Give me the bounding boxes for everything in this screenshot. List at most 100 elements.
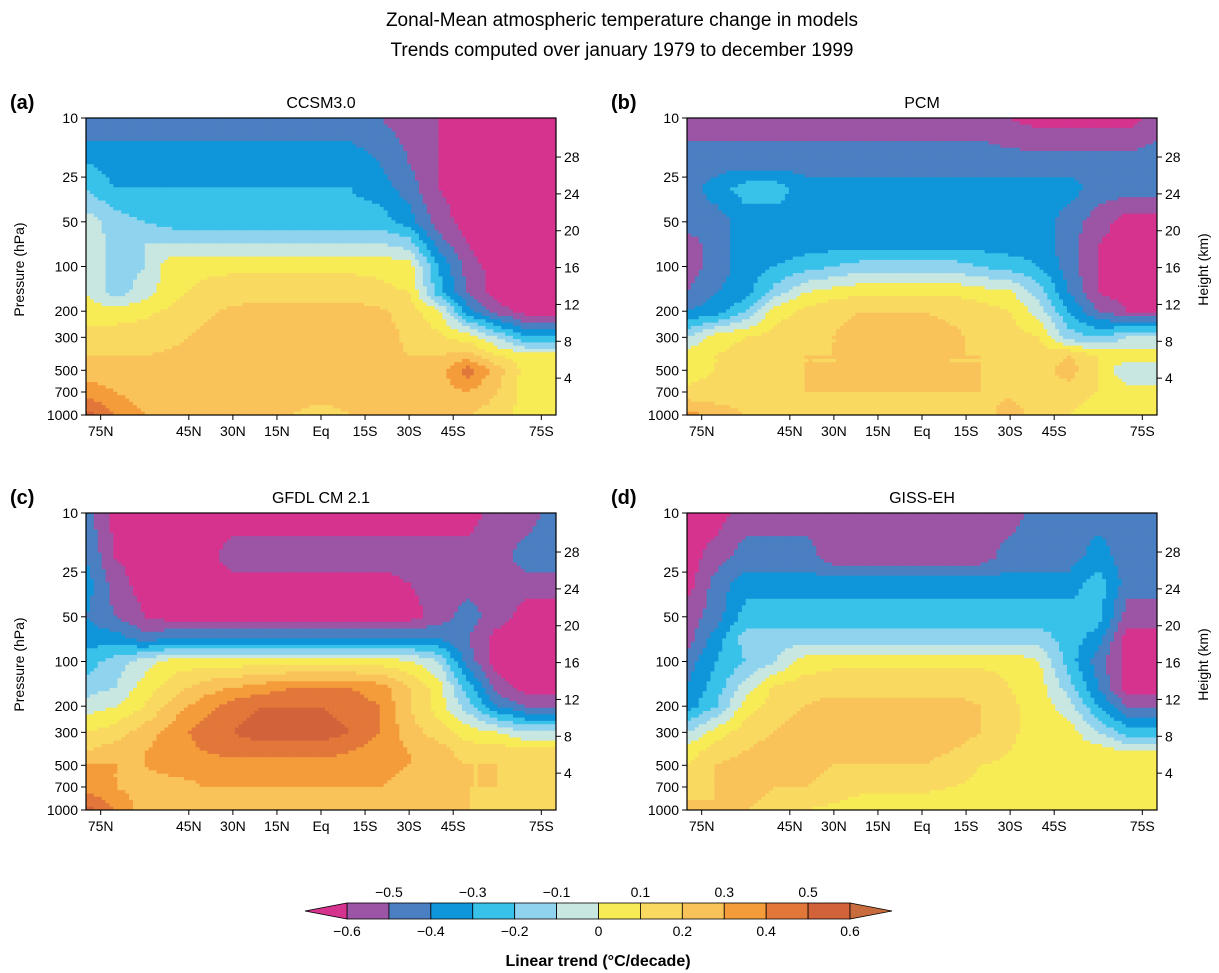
contour-cell	[493, 154, 498, 159]
contour-cell	[368, 230, 373, 235]
contour-cell	[383, 177, 389, 182]
contour-cell	[364, 203, 369, 208]
contour-cell	[199, 210, 205, 215]
contour-cell	[242, 141, 248, 145]
contour-cell	[176, 127, 181, 132]
contour-cell	[489, 193, 494, 198]
contour-cell	[371, 154, 377, 159]
contour-cell	[317, 118, 322, 122]
contour-cell	[293, 121, 299, 126]
contour-cell	[328, 226, 334, 231]
contour-cell	[552, 243, 556, 248]
contour-cell	[246, 157, 252, 162]
contour-cell	[422, 121, 428, 126]
contour-cell	[274, 121, 279, 126]
contour-cell	[262, 190, 267, 195]
contour-cell	[454, 190, 459, 195]
contour-cell	[195, 137, 201, 142]
contour-cell	[509, 177, 514, 182]
contour-cell	[152, 131, 158, 136]
contour-cell	[516, 246, 522, 251]
contour-cell	[336, 217, 342, 221]
contour-cell	[442, 151, 447, 155]
contour-cell	[399, 184, 404, 188]
contour-cell	[360, 154, 365, 159]
contour-cell	[509, 127, 514, 132]
contour-cell	[340, 246, 346, 251]
contour-cell	[430, 141, 436, 145]
contour-cell	[113, 121, 118, 126]
contour-cell	[105, 213, 111, 218]
contour-cell	[215, 160, 220, 165]
contour-cell	[548, 170, 553, 175]
contour-cell	[254, 141, 259, 145]
contour-cell	[383, 187, 389, 192]
contour-cell	[348, 190, 353, 195]
contour-cell	[281, 200, 287, 205]
contour-cell	[156, 121, 162, 126]
contour-cell	[313, 197, 318, 202]
contour-cell	[520, 167, 526, 172]
contour-cell	[215, 223, 220, 228]
contour-cell	[117, 164, 122, 169]
contour-cell	[446, 200, 451, 205]
contour-cell	[238, 134, 244, 139]
contour-cell	[446, 220, 451, 225]
contour-cell	[344, 200, 350, 205]
contour-cell	[465, 250, 471, 254]
contour-cell	[371, 157, 377, 162]
contour-cell	[219, 187, 224, 192]
contour-cell	[403, 177, 408, 182]
contour-cell	[520, 233, 526, 238]
contour-cell	[117, 127, 122, 132]
contour-cell	[305, 124, 310, 129]
contour-cell	[391, 164, 397, 169]
contour-cell	[191, 164, 197, 169]
contour-cell	[383, 154, 389, 159]
contour-cell	[399, 236, 404, 241]
contour-cell	[364, 193, 369, 198]
contour-cell	[505, 134, 510, 139]
contour-cell	[109, 127, 115, 132]
contour-cell	[289, 157, 295, 162]
contour-cell	[234, 250, 240, 254]
contour-cell	[180, 253, 185, 258]
contour-cell	[532, 118, 538, 122]
contour-cell	[301, 174, 306, 178]
contour-cell	[266, 223, 271, 228]
contour-cell	[544, 223, 549, 228]
contour-cell	[352, 170, 357, 175]
contour-cell	[183, 131, 189, 136]
contour-cell	[442, 170, 447, 175]
contour-cell	[524, 220, 530, 225]
contour-cell	[274, 213, 279, 218]
contour-cell	[454, 250, 459, 254]
contour-cell	[387, 174, 393, 178]
contour-cell	[203, 213, 209, 218]
contour-cell	[454, 144, 459, 149]
contour-cell	[242, 121, 248, 126]
contour-cell	[454, 187, 459, 192]
contour-cell	[528, 180, 534, 185]
contour-cell	[407, 127, 412, 132]
contour-cell	[168, 233, 173, 238]
contour-cell	[266, 167, 271, 172]
contour-cell	[133, 236, 138, 241]
contour-cell	[344, 154, 350, 159]
contour-cell	[301, 184, 306, 188]
contour-cell	[532, 121, 538, 126]
contour-cell	[395, 210, 400, 215]
contour-cell	[238, 197, 244, 202]
contour-cell	[97, 187, 103, 192]
contour-cell	[207, 217, 212, 221]
contour-cell	[250, 124, 256, 129]
contour-cell	[505, 200, 510, 205]
contour-cell	[368, 154, 373, 159]
contour-cell	[324, 174, 330, 178]
contour-cell	[317, 193, 322, 198]
contour-cell	[387, 250, 393, 254]
contour-cell	[458, 190, 463, 195]
contour-cell	[140, 134, 146, 139]
contour-cell	[360, 243, 365, 248]
contour-cell	[266, 154, 271, 159]
